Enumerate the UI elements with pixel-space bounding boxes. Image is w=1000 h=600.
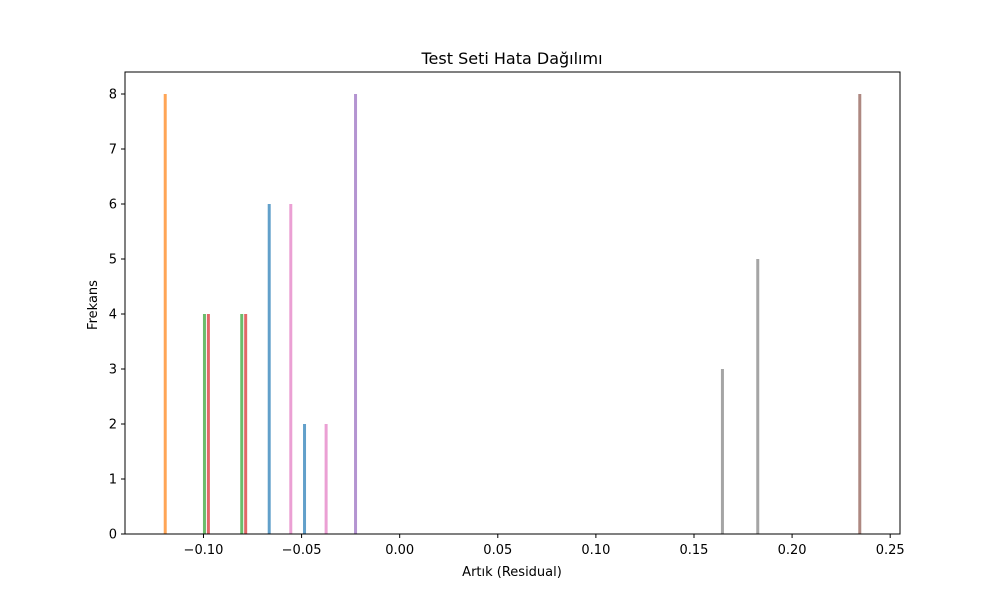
y-tick-label: 4 — [109, 308, 117, 323]
y-tick-label: 3 — [109, 363, 117, 378]
histogram-bar — [240, 314, 244, 534]
y-tick-label: 1 — [109, 473, 117, 488]
y-axis-label: Frekans — [86, 280, 101, 330]
y-tick-label: 7 — [109, 143, 117, 158]
histogram-bar — [303, 424, 307, 534]
y-tick-label: 0 — [109, 528, 117, 543]
histogram-bar — [244, 314, 248, 534]
histogram-bar — [267, 204, 271, 534]
x-tick-label: 0.15 — [680, 543, 709, 558]
x-tick-label: 0.20 — [778, 543, 807, 558]
y-tick-label: 6 — [109, 198, 117, 213]
plot-area-frame — [124, 71, 901, 535]
axes-layer: −0.10 −0.05 0.00 0.05 0.10 0.15 0.20 0.25 0 1 2 3 4 5… — [109, 71, 905, 558]
histogram-bar — [354, 94, 358, 534]
histogram-bar — [202, 314, 206, 534]
x-tick-label: −0.05 — [282, 543, 322, 558]
histogram-bar — [720, 369, 724, 534]
histogram-bar — [163, 94, 167, 534]
histogram-bar — [324, 424, 328, 534]
x-tick-label: −0.10 — [184, 543, 224, 558]
x-tick-label: 0.25 — [876, 543, 905, 558]
chart-title: Test Seti Hata Dağılımı — [420, 49, 602, 68]
bars-layer — [163, 94, 862, 534]
x-axis-label: Artık (Residual) — [462, 565, 562, 580]
y-tick-label: 8 — [109, 88, 117, 103]
x-tick-label: 0.05 — [483, 543, 512, 558]
x-tick-label: 0.10 — [581, 543, 610, 558]
x-tick-label: 0.00 — [385, 543, 414, 558]
histogram-bar — [756, 259, 760, 534]
y-tick-label: 2 — [109, 418, 117, 433]
y-tick-label: 5 — [109, 253, 117, 268]
histogram-bar — [206, 314, 210, 534]
histogram-bar — [289, 204, 293, 534]
histogram-bar — [858, 94, 862, 534]
